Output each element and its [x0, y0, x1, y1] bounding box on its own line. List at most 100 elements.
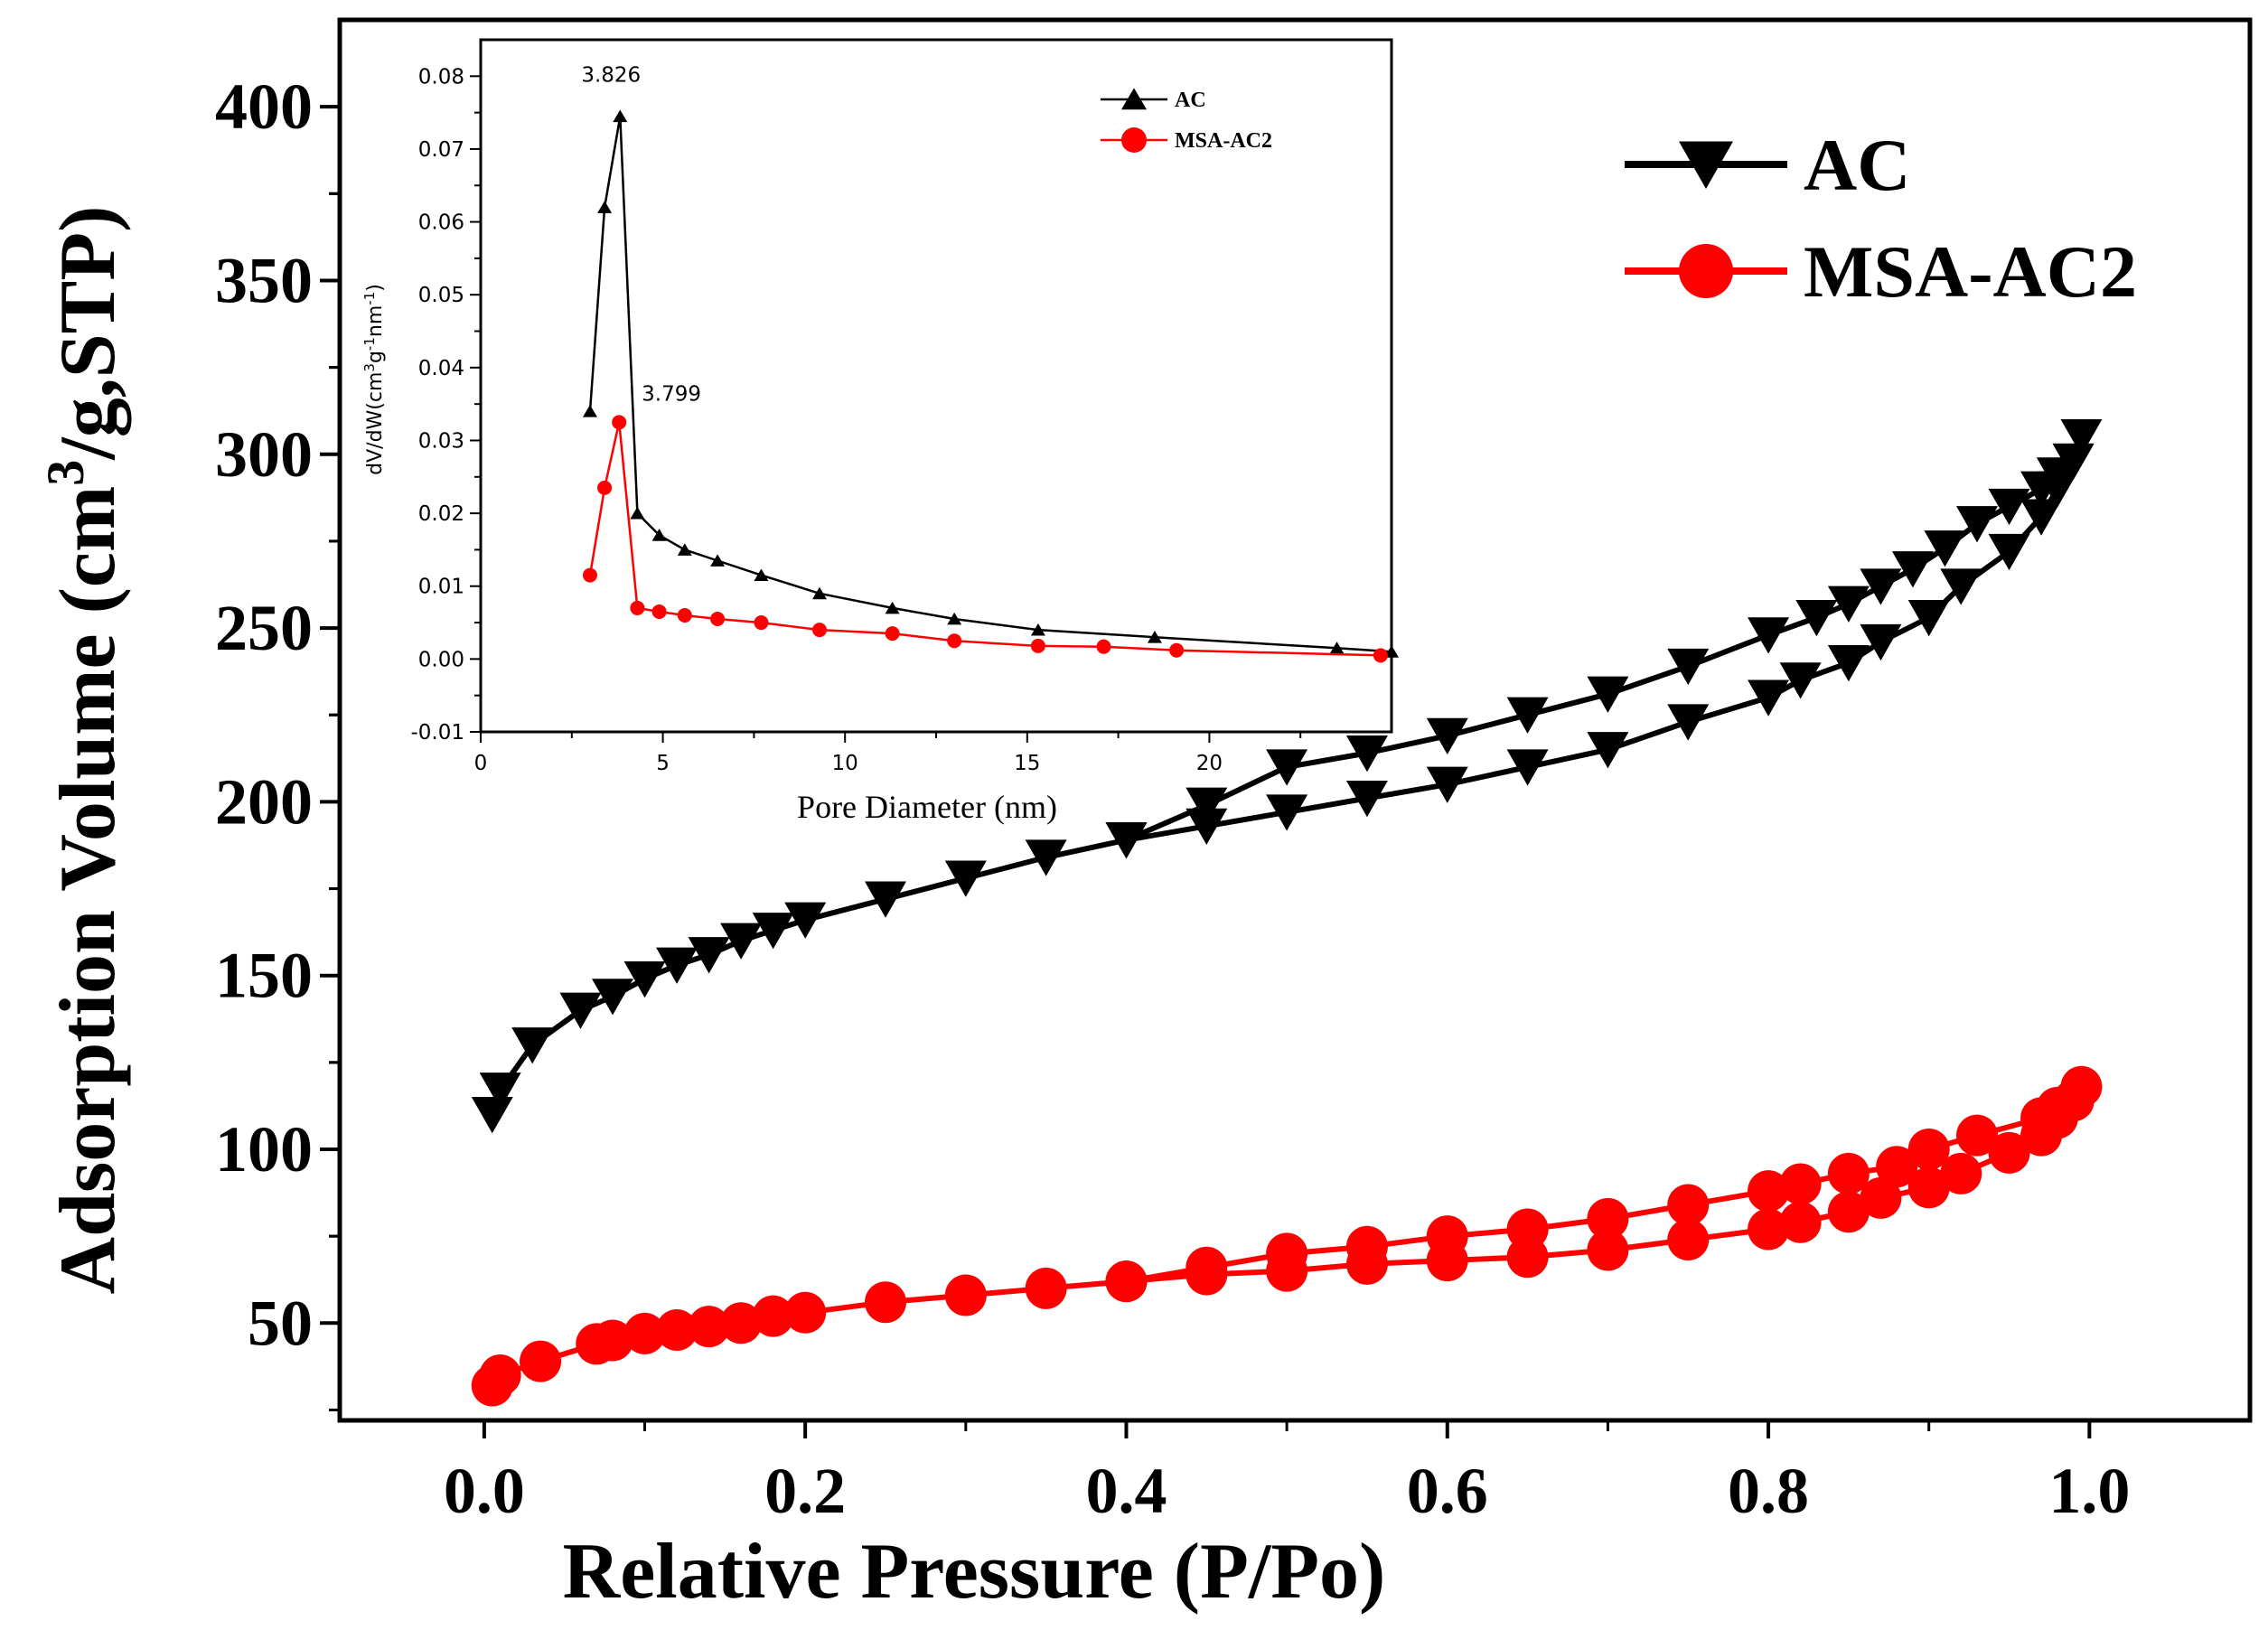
- data-point-ac: [944, 860, 987, 897]
- inset-data-point-ac: [677, 543, 692, 556]
- data-point-ac: [1988, 533, 2030, 571]
- legend-marker-msa-ac2: [1679, 244, 1733, 298]
- inset-y-tick-label: 0.06: [418, 211, 464, 235]
- inset-data-point-msa-ac2: [811, 623, 827, 638]
- legend-label-ac: AC: [1804, 124, 1910, 206]
- inset-y-tick-label: 0.05: [418, 284, 464, 307]
- data-point-ac: [623, 960, 666, 998]
- x-axis-title: Relative Pressure (P/Po): [563, 1528, 1386, 1616]
- inset-data-point-msa-ac2: [947, 633, 962, 649]
- x-tick-label: 0.4: [1085, 1455, 1167, 1527]
- data-point-ac: [1956, 506, 1998, 543]
- data-point-msa-ac2: [623, 1312, 666, 1354]
- data-point-msa-ac2: [592, 1319, 633, 1362]
- data-point-ac: [1587, 732, 1629, 769]
- data-point-msa-ac2: [1827, 1191, 1870, 1233]
- y-tick-label: 100: [215, 1113, 313, 1185]
- data-point-ac: [592, 979, 633, 1016]
- inset-data-point-msa-ac2: [612, 415, 627, 430]
- data-point-msa-ac2: [944, 1274, 987, 1316]
- peak-annotation-msa-ac2: 3.799: [642, 382, 701, 406]
- data-point-ac: [1827, 585, 1870, 623]
- inset-y-tick-label: 0.01: [418, 576, 464, 599]
- data-point-ac: [1860, 623, 1902, 661]
- inset-legend-label-ac: AC: [1175, 89, 1206, 112]
- data-point-msa-ac2: [1907, 1166, 1950, 1209]
- y-tick-label: 250: [215, 592, 313, 664]
- inset-data-point-ac: [885, 601, 900, 614]
- data-point-msa-ac2: [1956, 1114, 1998, 1157]
- y-axis-title-part: /g,STP): [44, 206, 132, 461]
- y-tick-label: 350: [215, 244, 313, 316]
- data-point-ac: [559, 992, 602, 1029]
- inset-y-tick-label: 0.00: [418, 648, 464, 671]
- data-point-ac: [1940, 568, 1982, 605]
- inset-data-point-msa-ac2: [677, 607, 692, 623]
- y-tick-label: 400: [215, 70, 313, 143]
- inset-y-tick-label: 0.04: [418, 357, 464, 380]
- inset-x-tick-label: 0: [474, 752, 488, 775]
- main-plot-frame: [337, 17, 2253, 1423]
- inset-data-point-ac: [710, 554, 726, 567]
- inset-y-tick-label: -0.01: [410, 721, 464, 745]
- inset-data-point-ac: [651, 529, 667, 541]
- data-point-ac: [1779, 662, 1822, 699]
- inset-data-point-ac: [613, 109, 628, 123]
- inset-data-point-msa-ac2: [651, 604, 667, 619]
- y-tick-label: 150: [215, 940, 313, 1012]
- data-point-ac: [1748, 679, 1790, 717]
- x-tick-label: 0.2: [764, 1455, 846, 1527]
- inset-data-point-msa-ac2: [582, 567, 597, 583]
- data-point-ac: [1266, 794, 1308, 831]
- data-point-msa-ac2: [1587, 1197, 1629, 1240]
- inset-x-tick-label: 5: [656, 752, 670, 775]
- x-tick-label: 1.0: [2048, 1455, 2130, 1527]
- data-point-ac: [1924, 530, 1966, 567]
- data-point-msa-ac2: [865, 1281, 906, 1324]
- x-tick-label: 0.8: [1728, 1455, 1809, 1527]
- inset-y-axis-title: dV/dW(cm3g-1nm-1): [361, 284, 387, 475]
- data-point-msa-ac2: [752, 1295, 794, 1337]
- data-point-ac: [1587, 676, 1629, 713]
- inset-data-point-ac: [1030, 623, 1045, 636]
- data-point-msa-ac2: [1025, 1267, 1067, 1309]
- y-axis-title-superscript: 3: [36, 460, 95, 486]
- data-point-ac: [1266, 749, 1308, 786]
- data-point-msa-ac2: [1988, 1131, 2030, 1174]
- data-point-ac: [471, 1096, 513, 1134]
- inset-data-point-msa-ac2: [597, 480, 613, 495]
- data-point-msa-ac2: [1907, 1129, 1950, 1170]
- data-point-ac: [1105, 822, 1148, 859]
- inset-y-axis-title-part: ): [364, 284, 387, 292]
- inset-legend-label-msa-ac2: MSA-AC2: [1175, 129, 1272, 153]
- inset-y-axis-title-superscript: 3: [361, 363, 378, 372]
- inset-data-point-ac: [597, 201, 613, 213]
- inset-y-axis-title-part: dV/dW(cm: [364, 372, 387, 475]
- inset-x-tick-label: 15: [1014, 752, 1040, 775]
- inset-x-axis-title: Pore Diameter (nm): [797, 789, 1057, 825]
- inset-x-tick-label: 10: [832, 752, 858, 775]
- data-point-ac: [1667, 648, 1710, 686]
- data-point-ac: [752, 913, 794, 950]
- y-axis-title: Adsorption Volume (cm3/g,STP): [36, 206, 132, 1295]
- inset-y-axis-title-superscript: -1: [361, 337, 378, 351]
- data-point-ac: [1345, 735, 1388, 773]
- data-point-msa-ac2: [2020, 1097, 2063, 1139]
- series-line-ac: [489, 434, 2085, 1116]
- data-point-msa-ac2: [1186, 1246, 1228, 1288]
- data-point-ac: [1907, 599, 1950, 637]
- inset-data-point-msa-ac2: [1373, 648, 1388, 663]
- inset-data-point-msa-ac2: [885, 626, 900, 642]
- inset-data-point-ac: [630, 506, 645, 520]
- data-point-msa-ac2: [784, 1291, 827, 1334]
- data-point-msa-ac2: [1105, 1260, 1148, 1303]
- data-point-msa-ac2: [1779, 1201, 1822, 1243]
- inset-data-point-ac: [1329, 642, 1345, 654]
- y-tick-label: 300: [215, 418, 313, 491]
- inset-data-point-msa-ac2: [630, 600, 645, 615]
- inset-y-axis-title-superscript: -1: [361, 292, 378, 305]
- inset-y-tick-label: 0.02: [418, 502, 464, 526]
- y-axis-title-part: Adsorption Volume (cm: [44, 486, 132, 1295]
- y-tick-label: 200: [215, 765, 313, 838]
